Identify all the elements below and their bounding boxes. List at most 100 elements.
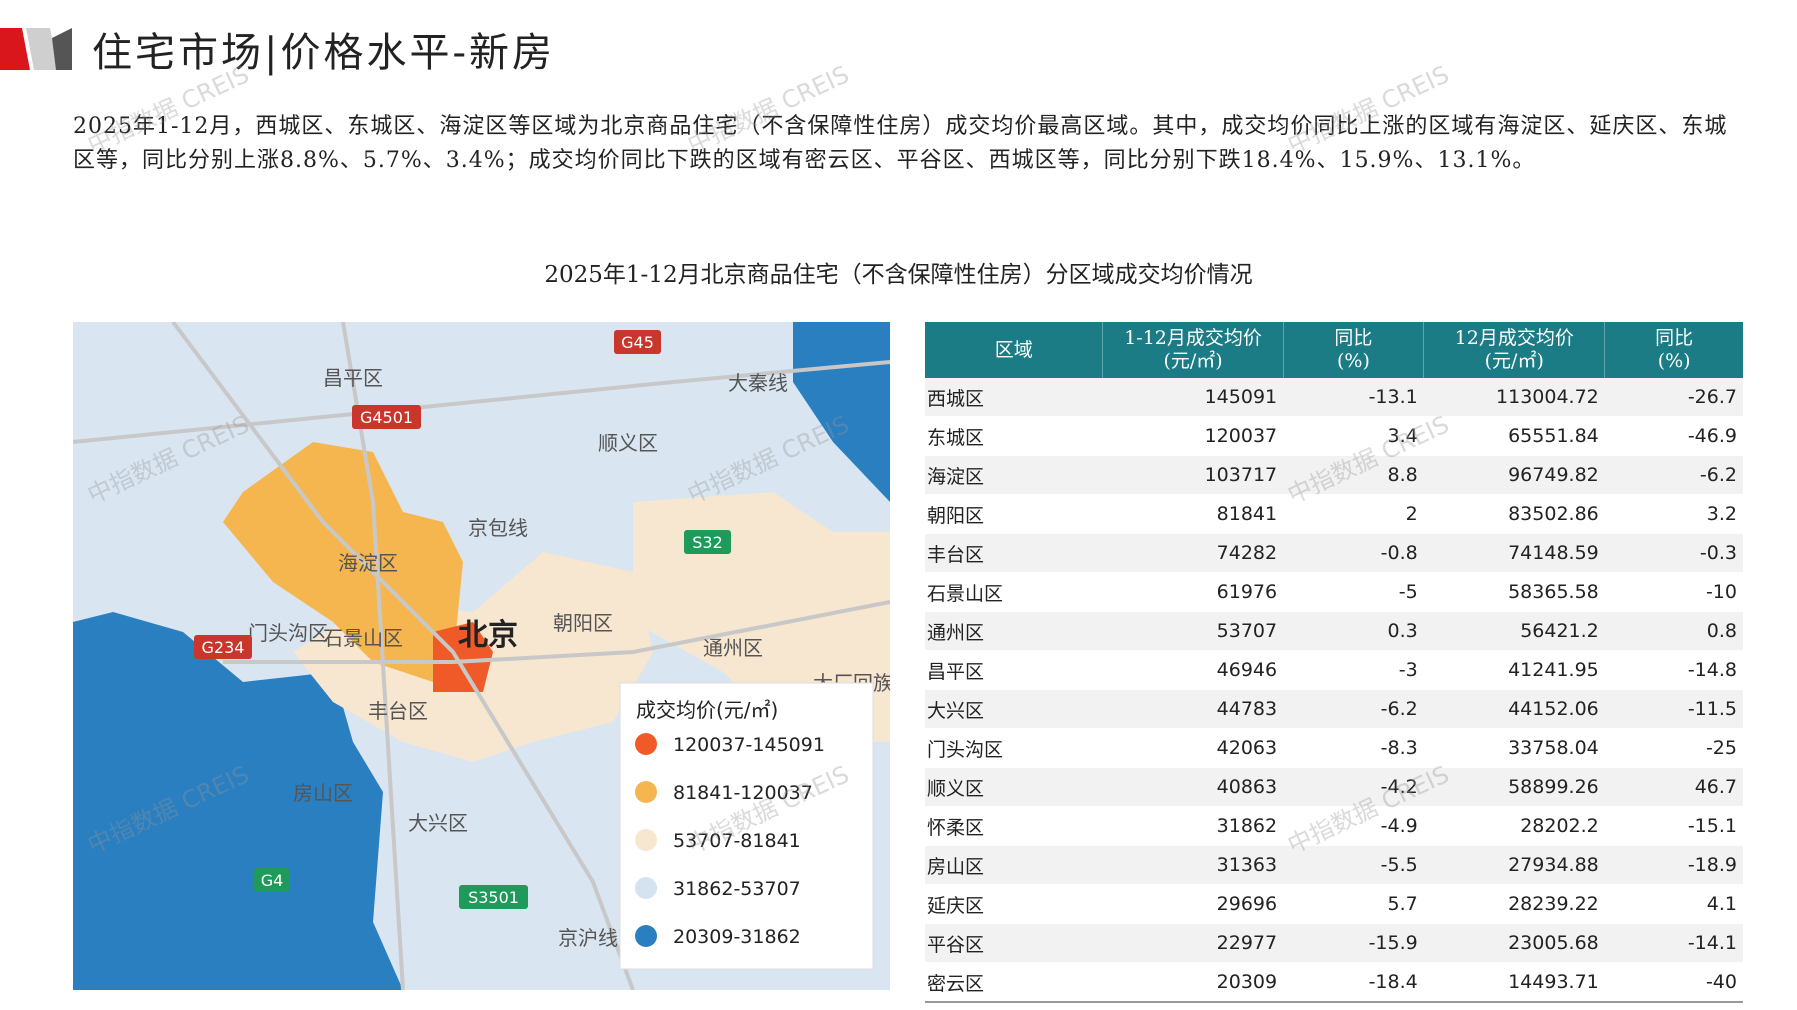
header-text: 12月成交均价 <box>1454 327 1574 349</box>
road-label: G4501 <box>360 408 413 427</box>
table-header-row: 区域 1-12月成交均价 (元/㎡) 同比 (%) 12月成交均价 (元/㎡) 同比 (%) <box>925 322 1743 378</box>
map-label: 大秦线 <box>728 371 788 395</box>
table-row: 密云区 20309 -18.4 14493.71 -40 <box>925 962 1743 1003</box>
table-cell: -15.9 <box>1283 923 1424 963</box>
table-cell: 44783 <box>1102 689 1284 729</box>
district-name: 顺义区 <box>925 767 1103 807</box>
district-name: 东城区 <box>925 416 1103 456</box>
table-cell: 83502.86 <box>1423 494 1605 534</box>
table-cell: 42063 <box>1102 728 1284 768</box>
table-cell: 120037 <box>1102 416 1284 456</box>
table-cell: -11.5 <box>1604 689 1743 729</box>
map-label: 昌平区 <box>323 366 383 390</box>
chart-subtitle: 2025年1-12月北京商品住宅（不含保障性住房）分区域成交均价情况 <box>544 262 1253 288</box>
column-header: 区域 <box>925 322 1103 378</box>
road-shield <box>254 868 290 892</box>
map-label: 海淀区 <box>338 551 398 575</box>
header-text: (元/㎡) <box>1484 350 1544 372</box>
table-cell: 4.1 <box>1604 884 1743 924</box>
table-cell: 96749.82 <box>1423 455 1605 495</box>
table-row: 平谷区 22977 -15.9 23005.68 -14.1 <box>925 923 1743 963</box>
district-name: 门头沟区 <box>925 728 1103 768</box>
table-cell: 46.7 <box>1604 767 1743 807</box>
legend-label: 53707-81841 <box>673 830 801 852</box>
table-cell: 29696 <box>1102 884 1284 924</box>
table-row: 丰台区 74282 -0.8 74148.59 -0.3 <box>925 533 1743 573</box>
header-text: 同比 <box>1334 327 1373 349</box>
road-label: G4 <box>261 871 284 890</box>
district-name: 西城区 <box>925 378 1103 417</box>
district-name: 怀柔区 <box>925 806 1103 846</box>
map-label: 门头沟区 <box>248 621 328 645</box>
table-cell: 0.3 <box>1283 611 1424 651</box>
table-cell: 2 <box>1283 494 1424 534</box>
table-cell: 20309 <box>1102 962 1284 1003</box>
table-row: 海淀区 103717 8.8 96749.82 -6.2 <box>925 455 1743 495</box>
table-cell: -18.4 <box>1283 962 1424 1003</box>
legend-label: 81841-120037 <box>673 782 813 804</box>
table-cell: 28239.22 <box>1423 884 1605 924</box>
table-cell: -25 <box>1604 728 1743 768</box>
district-name: 朝阳区 <box>925 494 1103 534</box>
header-text: (%) <box>1336 350 1370 372</box>
page-title: 住宅市场|价格水平-新房 <box>92 30 555 76</box>
legend-label: 20309-31862 <box>673 926 801 948</box>
district-name: 通州区 <box>925 611 1103 651</box>
table-cell: 74148.59 <box>1423 533 1605 573</box>
logo <box>0 28 72 70</box>
table-cell: 31862 <box>1102 806 1284 846</box>
table-cell: 28202.2 <box>1423 806 1605 846</box>
table-cell: 8.8 <box>1283 455 1424 495</box>
table-cell: 14493.71 <box>1423 962 1605 1003</box>
legend-label: 31862-53707 <box>673 878 801 900</box>
table-cell: 0.8 <box>1604 611 1743 651</box>
table-cell: -5.5 <box>1283 845 1424 885</box>
road-label: G234 <box>202 638 245 657</box>
table-cell: 41241.95 <box>1423 650 1605 690</box>
header-text: (%) <box>1657 350 1691 372</box>
table-cell: -4.2 <box>1283 767 1424 807</box>
map-label: 京沪线 <box>558 926 618 950</box>
table-body: 西城区 145091 -13.1 113004.72 -26.7 东城区 120037 3.4… <box>925 378 1743 1003</box>
table-cell: 3.4 <box>1283 416 1424 456</box>
table-cell: 103717 <box>1102 455 1284 495</box>
table-cell: 3.2 <box>1604 494 1743 534</box>
map-label: 石景山区 <box>323 626 403 650</box>
header-text: (元/㎡) <box>1163 350 1223 372</box>
road-shield <box>684 530 731 554</box>
road-shield <box>459 885 528 909</box>
map-label: 房山区 <box>293 781 353 805</box>
table-cell: -15.1 <box>1604 806 1743 846</box>
table-row: 东城区 120037 3.4 65551.84 -46.9 <box>925 416 1743 456</box>
map-label: 通州区 <box>703 636 763 660</box>
table-row: 石景山区 61976 -5 58365.58 -10 <box>925 572 1743 612</box>
table-cell: -6.2 <box>1604 455 1743 495</box>
price-table: 区域 1-12月成交均价 (元/㎡) 同比 (%) 12月成交均价 (元/㎡) 同比 (%) 西… <box>925 322 1743 1003</box>
road-label: S32 <box>692 533 723 552</box>
legend-swatch <box>635 877 657 899</box>
table-cell: -4.9 <box>1283 806 1424 846</box>
road-label: G45 <box>621 333 654 352</box>
table-cell: -18.9 <box>1604 845 1743 885</box>
map-label: 丰台区 <box>368 699 428 723</box>
summary-paragraph: 2025年1-12月，西城区、东城区、海淀区等区域为北京商品住宅（不含保障性住房… <box>73 114 1728 173</box>
legend-swatch <box>635 829 657 851</box>
table-row: 怀柔区 31862 -4.9 28202.2 -15.1 <box>925 806 1743 846</box>
road-label: S3501 <box>468 888 519 907</box>
legend-swatch <box>635 733 657 755</box>
table-row: 通州区 53707 0.3 56421.2 0.8 <box>925 611 1743 651</box>
table-cell: -0.3 <box>1604 533 1743 573</box>
table-row: 延庆区 29696 5.7 28239.22 4.1 <box>925 884 1743 924</box>
column-header: 1-12月成交均价 (元/㎡) <box>1102 322 1284 378</box>
table-cell: -13.1 <box>1283 378 1424 417</box>
map-label: 朝阳区 <box>553 611 613 635</box>
table-cell: 65551.84 <box>1423 416 1605 456</box>
table-cell: -8.3 <box>1283 728 1424 768</box>
table-cell: 22977 <box>1102 923 1284 963</box>
legend-title: 成交均价(元/㎡) <box>636 698 778 722</box>
table-cell: 53707 <box>1102 611 1284 651</box>
column-header: 同比 (%) <box>1604 322 1743 378</box>
legend-label: 120037-145091 <box>673 734 825 756</box>
legend-swatch <box>635 925 657 947</box>
